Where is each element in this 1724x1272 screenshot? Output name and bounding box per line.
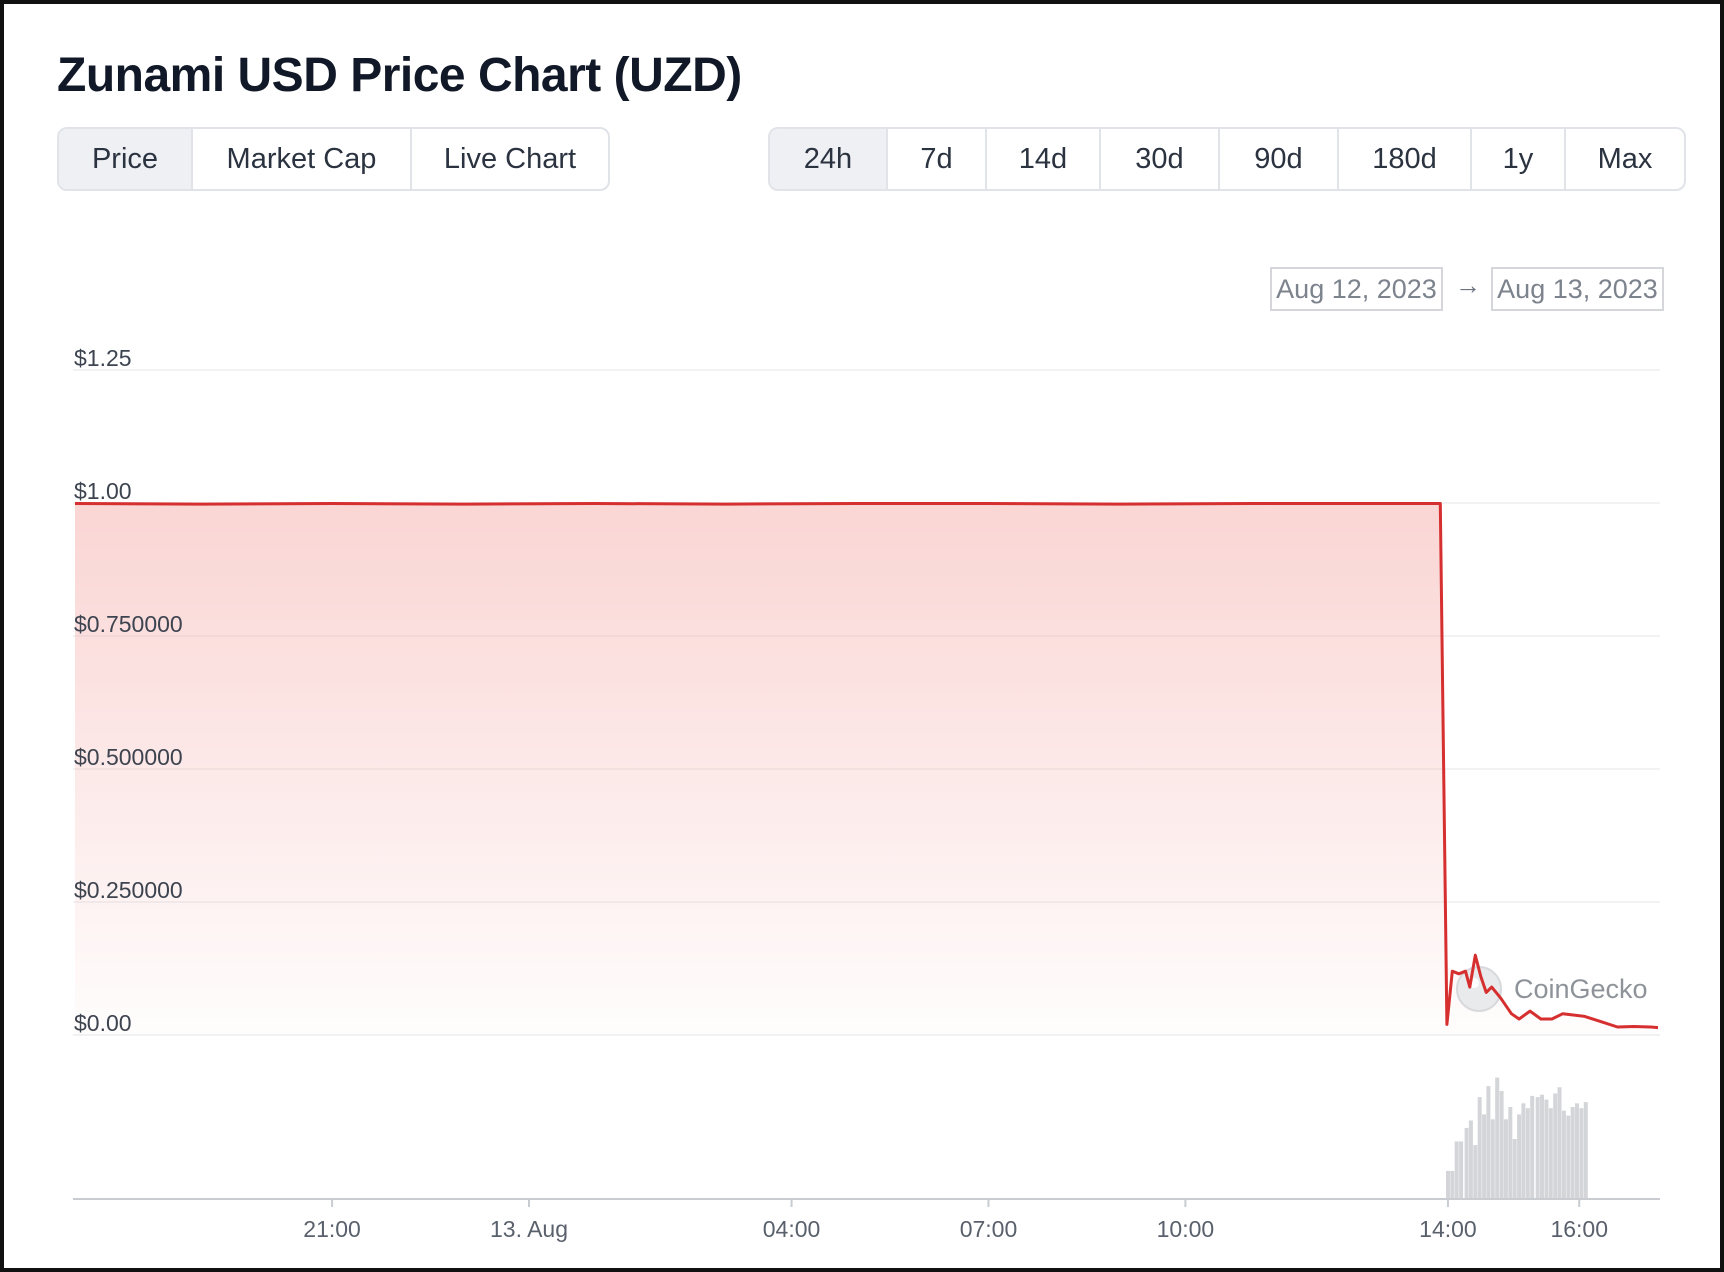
volume-bar xyxy=(1495,1077,1500,1198)
y-tick-label: $1.25 xyxy=(74,345,132,371)
y-tick-label: $0.00 xyxy=(74,1010,132,1036)
volume-bar xyxy=(1454,1141,1459,1198)
volume-bar xyxy=(1482,1114,1487,1198)
chart-type-tabs: Price Market Cap Live Chart xyxy=(57,127,610,191)
volume-bar xyxy=(1548,1108,1553,1198)
volume-bar xyxy=(1486,1086,1491,1198)
volume-bar xyxy=(1530,1095,1535,1198)
tab-price[interactable]: Price xyxy=(59,129,193,189)
page-title: Zunami USD Price Chart (UZD) xyxy=(57,49,742,102)
price-line xyxy=(74,502,1659,1030)
time-range-tabs: 24h 7d 14d 30d 90d 180d 1y Max xyxy=(768,127,1686,191)
y-tick-label: $0.750000 xyxy=(74,611,183,637)
volume-bars xyxy=(1446,1077,1588,1198)
range-90d[interactable]: 90d xyxy=(1220,129,1339,189)
watermark-text: CoinGecko xyxy=(1514,974,1648,1004)
volume-bar xyxy=(1446,1170,1450,1198)
volume-bar xyxy=(1503,1119,1508,1198)
volume-bar xyxy=(1544,1099,1549,1198)
range-max[interactable]: Max xyxy=(1597,142,1653,175)
price-area xyxy=(75,503,1658,1035)
volume-bar xyxy=(1566,1115,1571,1198)
volume-bar xyxy=(1473,1145,1478,1198)
tab-live-chart[interactable]: Live Chart xyxy=(443,142,577,175)
volume-bar xyxy=(1583,1102,1588,1198)
x-tick-label: 04:00 xyxy=(763,1216,821,1242)
volume-bar xyxy=(1512,1139,1517,1198)
volume-bar xyxy=(1477,1097,1482,1198)
volume-bar xyxy=(1521,1103,1526,1198)
volume-bar xyxy=(1468,1120,1473,1198)
y-tick-label: $0.250000 xyxy=(74,877,183,903)
volume-bar xyxy=(1450,1170,1455,1198)
range-30d[interactable]: 30d xyxy=(1101,129,1220,189)
volume-bar xyxy=(1540,1094,1544,1198)
volume-bar xyxy=(1553,1093,1558,1198)
x-tick-label: 14:00 xyxy=(1419,1216,1477,1242)
x-tick-label: 16:00 xyxy=(1550,1216,1608,1242)
volume-bar xyxy=(1575,1103,1579,1198)
volume-bar xyxy=(1490,1119,1495,1198)
date-to-input[interactable]: Aug 13, 2023 xyxy=(1491,267,1664,311)
range-24h[interactable]: 24h xyxy=(770,129,888,189)
x-tick-label: 07:00 xyxy=(960,1216,1018,1242)
volume-bar xyxy=(1557,1087,1562,1198)
volume-bar xyxy=(1535,1097,1540,1198)
range-180d[interactable]: 180d xyxy=(1339,129,1472,189)
y-tick-label: $1.00 xyxy=(74,478,132,504)
volume-bar xyxy=(1464,1127,1469,1198)
tab-market-cap[interactable]: Market Cap xyxy=(193,129,412,189)
x-tick-label: 13. Aug xyxy=(490,1216,568,1242)
date-from-input[interactable]: Aug 12, 2023 xyxy=(1270,267,1443,311)
range-7d[interactable]: 7d xyxy=(888,129,987,189)
range-14d[interactable]: 14d xyxy=(987,129,1101,189)
volume-bar xyxy=(1525,1108,1530,1198)
date-arrow-icon: → xyxy=(1455,270,1481,300)
volume-bar xyxy=(1517,1114,1522,1198)
x-axis-labels: 21:00 13. Aug 04:00 07:00 10:00 14:00 16:00 xyxy=(303,1199,1608,1242)
x-tick-label: 21:00 xyxy=(303,1216,361,1242)
volume-bar xyxy=(1570,1107,1575,1198)
volume-bar xyxy=(1508,1107,1513,1198)
range-1y[interactable]: 1y xyxy=(1472,129,1566,189)
volume-bar xyxy=(1579,1108,1584,1198)
x-tick-label: 10:00 xyxy=(1157,1216,1215,1242)
volume-bar xyxy=(1561,1110,1566,1198)
volume-bar xyxy=(1459,1141,1464,1198)
volume-bar xyxy=(1499,1091,1504,1198)
y-tick-label: $0.500000 xyxy=(74,744,183,770)
y-axis-labels: $1.25 $1.00 $0.750000 $0.500000 $0.250000 $0.… xyxy=(74,345,183,1036)
